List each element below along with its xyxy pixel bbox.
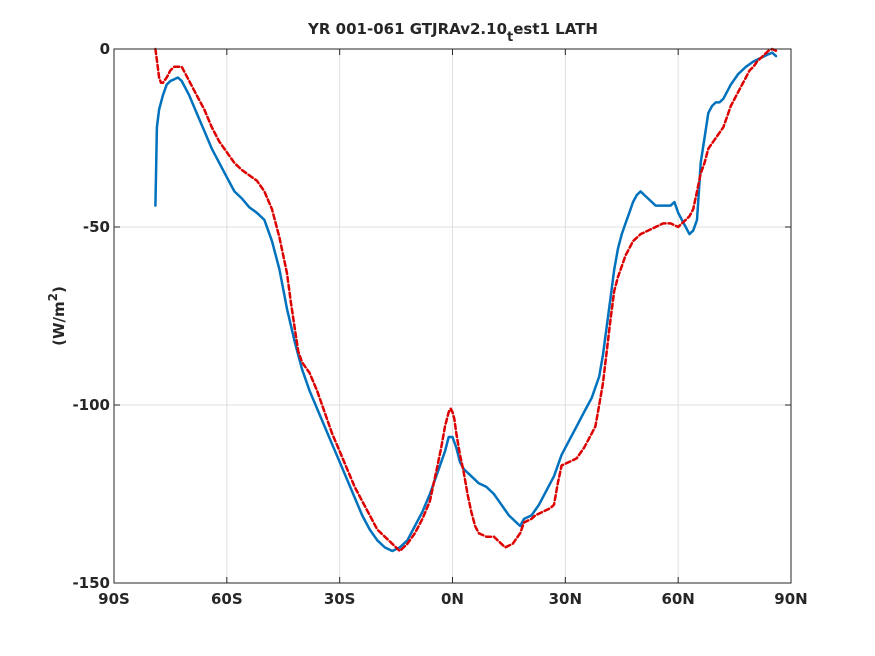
x-tick-label: 90N — [774, 590, 807, 608]
y-tick-label: -100 — [72, 396, 110, 414]
ticks — [113, 48, 792, 584]
plot-lines — [154, 47, 778, 553]
series-line-1 — [154, 51, 778, 553]
y-tick-label: -150 — [72, 574, 110, 592]
y-axis-label-prefix: (W/m — [50, 301, 68, 346]
chart-title-main: YR 001-061 GTJRAv2.10 — [307, 20, 507, 38]
chart-title: YR 001-061 GTJRAv2.10test1 LATH — [307, 20, 598, 45]
y-axis-label-superscript: 2 — [46, 293, 60, 301]
x-tick-label: 0N — [441, 590, 464, 608]
y-tick-label: -50 — [83, 218, 110, 236]
x-tick-label: 30S — [324, 590, 356, 608]
x-tick-label: 60N — [661, 590, 694, 608]
y-axis-label: (W/m2) — [46, 286, 68, 346]
x-tick-label: 60S — [211, 590, 243, 608]
grid — [114, 49, 791, 583]
series-line-2 — [154, 47, 778, 553]
tick-labels: 90S 60S 30S 0N 30N 60N 90N 0 -50 -100 -150 — [72, 40, 807, 608]
y-axis-label-suffix: ) — [50, 286, 68, 293]
x-tick-label: 30N — [549, 590, 582, 608]
y-tick-label: 0 — [100, 40, 110, 58]
x-tick-label: 90S — [98, 590, 130, 608]
chart-title-tail: est1 LATH — [513, 20, 598, 38]
chart-title-subscript: t — [507, 30, 513, 45]
